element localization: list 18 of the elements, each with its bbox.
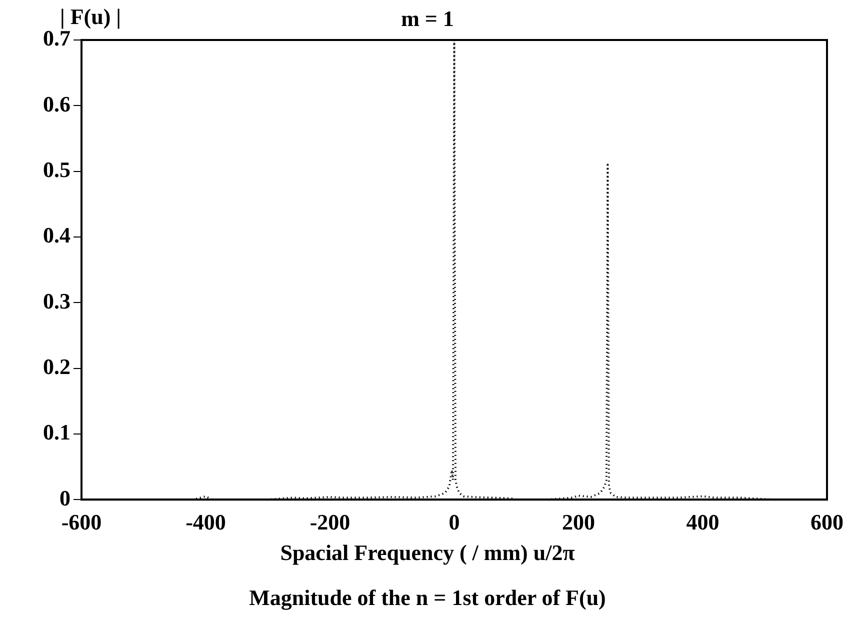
- y-tick-label: 0.5: [43, 157, 70, 182]
- x-tick-label: 600: [810, 509, 844, 534]
- x-tick-label: -600: [61, 509, 102, 534]
- y-tick-label: 0.3: [43, 288, 70, 314]
- y-tick-label: 0: [60, 485, 70, 510]
- y-tick-label: 0.4: [43, 222, 70, 248]
- x-axis-title: Spacial Frequency ( / mm) u/2π: [279, 540, 576, 566]
- y-tick-label: 0.6: [43, 91, 70, 116]
- x-tick-label: 0: [448, 509, 460, 534]
- chart-title: m = 1: [401, 6, 454, 31]
- y-tick-label: 0.1: [43, 420, 70, 445]
- text: Magnitude of the n = 1st order of F(u): [248, 585, 607, 611]
- x-tick-label: 400: [686, 509, 720, 534]
- y-axis-title: | F(u) |: [60, 4, 122, 30]
- x-tick-label: 200: [562, 509, 595, 534]
- x-tick-label: -400: [186, 509, 226, 534]
- x-tick-label: -200: [310, 509, 350, 534]
- y-tick-label: 0.2: [43, 354, 70, 379]
